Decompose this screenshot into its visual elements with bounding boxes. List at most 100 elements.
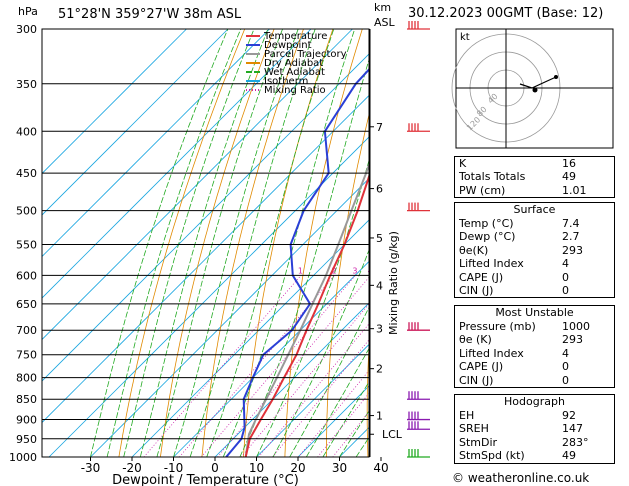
index-row-tt: Totals Totals 49 <box>455 170 614 183</box>
index-value: 2.7 <box>562 230 580 244</box>
pressure-tick-label: 850 <box>16 393 37 406</box>
isotherm-line <box>42 53 369 382</box>
hpa-label: hPa <box>18 5 38 18</box>
temperature-tick-label: 30 <box>332 461 347 475</box>
height-tick-label: 1 <box>376 410 383 423</box>
isotherm-line <box>42 29 229 216</box>
pressure-tick-label: 500 <box>16 205 37 218</box>
index-value: 1000 <box>562 320 590 333</box>
pressure-tick-label: 450 <box>16 167 37 180</box>
mixing-ratio-label: 8 <box>406 266 411 275</box>
wet-adiabat-line <box>173 29 299 457</box>
height-tick-label: 6 <box>376 183 383 196</box>
pressure-tick-label: 750 <box>16 349 37 362</box>
legend-entry: Dewpoint <box>264 40 312 51</box>
mixing-ratio-axis-label: Mixing Ratio (g/kg) <box>387 231 400 335</box>
index-label: SREH <box>459 422 489 436</box>
index-row-pw: PW (cm) 1.01 <box>455 184 614 197</box>
legend-entry: Dry Adiabat <box>264 58 323 69</box>
index-value: 1.01 <box>562 183 587 197</box>
pressure-tick-label: 300 <box>16 23 37 36</box>
mixing-ratio-label: 10 <box>419 266 429 275</box>
mixing-ratio-line <box>143 275 302 457</box>
isotherm-line <box>173 260 369 457</box>
pressure-tick-label: 1000 <box>9 451 37 464</box>
wet-adiabat-line <box>189 29 316 457</box>
isotherm-line <box>42 94 369 424</box>
legend-entry: Parcel Trajectory <box>264 49 347 60</box>
isotherm-line <box>42 29 187 175</box>
asl-label: ASL <box>374 16 396 29</box>
temperature-tick-label: 40 <box>373 461 388 475</box>
temperature-tick-label: -30 <box>81 461 101 475</box>
index-value: 293 <box>562 333 583 347</box>
wet-adiabat-line <box>90 29 229 457</box>
wet-adiabat-line <box>339 410 369 457</box>
indices-top-table: K 16 Totals Totals 49 PW (cm) 1.01 <box>454 156 615 199</box>
index-value: 7.4 <box>562 217 580 230</box>
hodograph-kt-label: kt <box>460 32 470 43</box>
mixing-ratio-label: 15 <box>444 266 454 275</box>
index-value: 0 <box>562 373 569 387</box>
index-label: Dewp (°C) <box>459 230 516 244</box>
mixing-ratio-label: 4 <box>368 266 373 275</box>
isotherm-line <box>48 136 369 457</box>
plot-frame <box>41 28 370 458</box>
index-value: 92 <box>562 409 576 422</box>
index-value: 0 <box>562 270 569 284</box>
pressure-tick-label: 650 <box>16 298 37 311</box>
index-value: 49 <box>562 170 576 184</box>
credit-text[interactable]: © weatheronline.co.uk <box>452 471 590 485</box>
index-label: CIN (J) <box>459 283 494 297</box>
wet-adiabat-line <box>156 29 283 457</box>
wet-adiabat-line <box>322 381 369 457</box>
hodograph-title: Hodograph <box>504 395 565 408</box>
km-label: km <box>374 1 391 14</box>
pressure-tick-label: 550 <box>16 238 37 251</box>
most-unstable-table: Most Unstable Pressure (mb) 1000 θe (K) 29… <box>454 305 615 388</box>
index-label: CIN (J) <box>459 373 494 387</box>
temperature-tick-label: -20 <box>122 461 142 475</box>
index-label: Temp (°C) <box>459 217 514 230</box>
index-value: 0 <box>562 283 569 297</box>
x-axis-label: Dewpoint / Temperature (°C) <box>112 473 299 486</box>
pressure-tick-label: 950 <box>16 433 37 446</box>
height-tick-label: 4 <box>376 279 383 292</box>
mixing-ratio-label: 3 <box>352 266 357 275</box>
legend-entry: Mixing Ratio <box>264 85 326 96</box>
index-label: StmDir <box>459 435 498 449</box>
pressure-tick-label: 400 <box>16 125 37 138</box>
temperature-tick-label: -10 <box>164 461 184 475</box>
temperature-tick-label: 0 <box>211 461 219 475</box>
index-label: Lifted Index <box>459 346 524 360</box>
dry-adiabat-line <box>160 29 275 457</box>
isotherm-line <box>42 29 353 341</box>
hodograph-table: Hodograph EH 92 SREH 147 StmDir 283° StmSpd… <box>454 394 615 464</box>
index-label: StmSpd (kt) <box>459 449 525 463</box>
index-label: θe(K) <box>459 243 489 257</box>
temperature-tick-label: 20 <box>290 461 305 475</box>
legend-entry: Isotherm <box>264 76 308 87</box>
index-value: 4 <box>562 257 569 271</box>
pressure-tick-label: 600 <box>16 269 37 282</box>
hodograph-storm-motion <box>532 87 538 93</box>
index-label: CAPE (J) <box>459 270 504 284</box>
index-label: θe (K) <box>459 333 492 347</box>
index-value: 147 <box>562 422 583 436</box>
dry-adiabat-line <box>620 29 629 457</box>
isotherm-line <box>42 29 270 258</box>
index-label: PW (cm) <box>459 183 506 197</box>
dry-adiabat-line <box>118 29 246 457</box>
wet-adiabat-line <box>305 347 369 457</box>
index-label: Totals Totals <box>459 170 526 184</box>
mixing-ratio-label: 1 <box>298 266 303 275</box>
pressure-tick-label: 800 <box>16 372 37 385</box>
index-label: Pressure (mb) <box>459 320 536 333</box>
height-tick-label: 2 <box>376 363 383 376</box>
location-header: 51°28'N 359°27'W 38m ASL <box>58 7 242 22</box>
surface-title: Surface <box>513 203 556 216</box>
height-tick-label: 3 <box>376 323 383 336</box>
dry-adiabat-line <box>366 338 369 457</box>
pressure-tick-label: 700 <box>16 324 37 337</box>
